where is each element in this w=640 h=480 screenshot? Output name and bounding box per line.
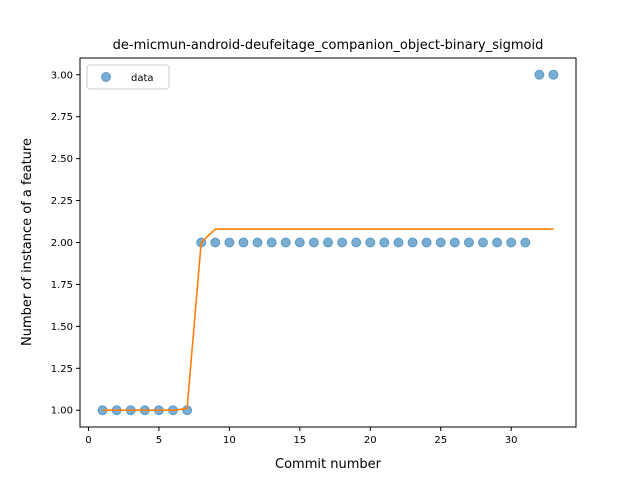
x-tick-label: 20 — [364, 435, 377, 446]
data-point — [449, 237, 460, 248]
x-tick-label: 25 — [434, 435, 447, 446]
plot-area — [97, 69, 559, 416]
data-point — [393, 237, 404, 248]
data-point — [351, 237, 362, 248]
y-tick-label: 1.25 — [51, 364, 73, 375]
y-tick-label: 1.75 — [51, 280, 73, 291]
data-point — [323, 237, 333, 248]
fit-line — [102, 228, 554, 412]
y-tick-label: 1.50 — [51, 322, 73, 333]
y-axis: 1.00 1.25 1.50 1.75 2.00 2.25 2.50 2.75 3.00 — [51, 70, 80, 417]
x-tick-label: 0 — [85, 435, 91, 446]
x-axis-label: Commit number — [275, 457, 382, 472]
data-point — [421, 237, 432, 248]
y-tick-label: 1.00 — [51, 406, 73, 417]
data-point — [534, 69, 545, 80]
data-point — [379, 237, 390, 248]
legend-marker-data — [101, 72, 111, 82]
data-point — [407, 237, 418, 248]
y-tick-label: 2.75 — [51, 112, 73, 123]
y-axis-label: Number of instance of a feature — [20, 138, 35, 346]
x-tick-label: 5 — [156, 435, 162, 446]
legend-frame — [86, 64, 170, 90]
data-point — [548, 69, 559, 80]
y-tick-label: 2.00 — [51, 238, 73, 249]
chart-title: de-micmun-android-deufeitage_companion_o… — [113, 38, 544, 53]
data-point — [435, 237, 446, 248]
x-tick-label: 15 — [293, 435, 306, 446]
data-point — [478, 237, 488, 248]
data-point — [520, 237, 531, 248]
legend: data — [86, 64, 170, 90]
data-point — [280, 237, 291, 248]
data-point — [463, 237, 474, 248]
data-point — [252, 237, 263, 248]
legend-label-data: data — [131, 73, 154, 84]
x-axis: 0 5 10 15 20 25 30 — [85, 427, 518, 446]
y-tick-label: 2.25 — [51, 196, 73, 207]
data-point — [238, 237, 249, 248]
data-point — [337, 237, 348, 248]
data-point — [224, 237, 235, 248]
data-point — [294, 237, 305, 248]
data-point — [266, 237, 277, 248]
y-tick-label: 2.50 — [51, 154, 73, 165]
x-tick-label: 30 — [505, 435, 518, 446]
y-tick-label: 3.00 — [51, 70, 73, 81]
data-point — [506, 237, 517, 248]
x-tick-label: 10 — [223, 435, 236, 446]
data-point — [492, 237, 503, 248]
data-point — [210, 237, 221, 248]
data-point — [365, 237, 376, 248]
data-point — [308, 237, 319, 248]
